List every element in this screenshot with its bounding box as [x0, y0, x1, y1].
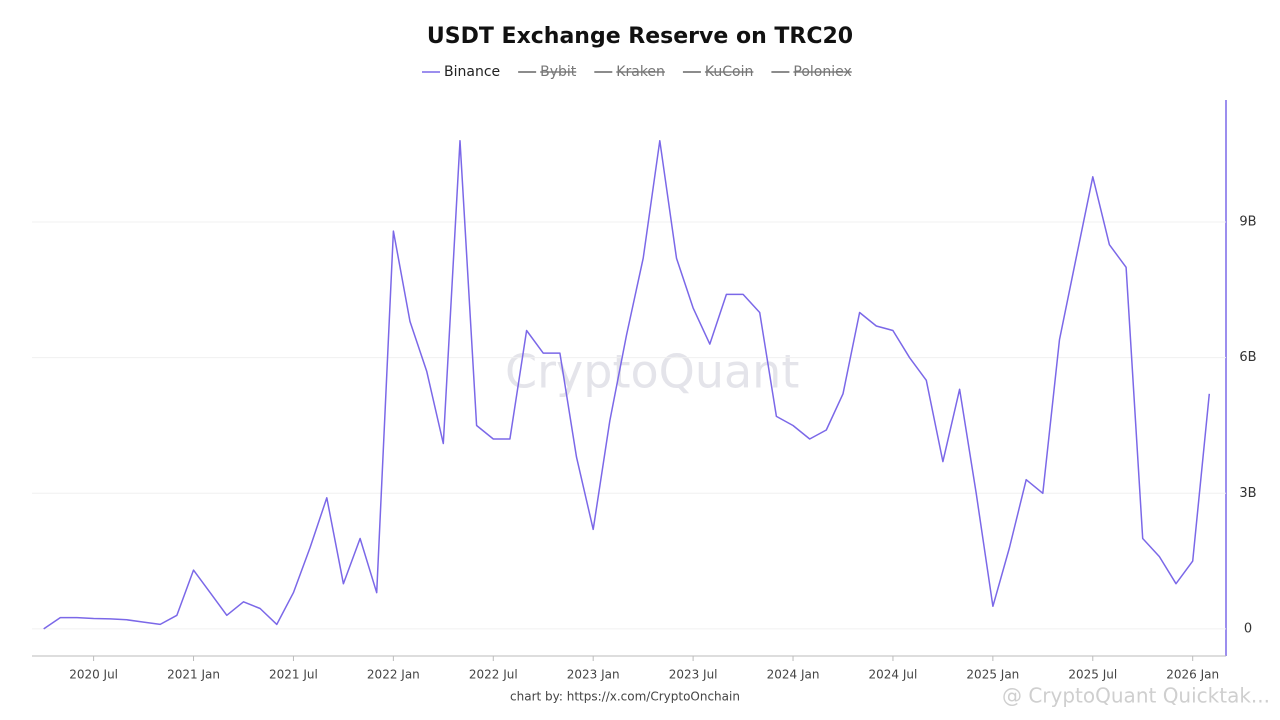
x-tick-label: 2020 Jul	[69, 668, 118, 682]
x-tick-label: 2025 Jan	[966, 668, 1019, 682]
y-tick-label: 3B	[1239, 486, 1256, 501]
legend-label[interactable]: Kraken	[616, 64, 665, 80]
legend-label[interactable]: Binance	[444, 64, 500, 80]
corner-watermark: @ CryptoQuant Quicktak...	[1002, 684, 1270, 708]
x-tick-label: 2022 Jul	[469, 668, 518, 682]
x-tick-label: 2024 Jul	[869, 668, 918, 682]
x-tick-label: 2022 Jan	[367, 668, 420, 682]
x-tick-label: 2023 Jul	[669, 668, 718, 682]
x-tick-label: 2023 Jan	[567, 668, 620, 682]
x-tick-label: 2026 Jan	[1166, 668, 1219, 682]
chart-title: USDT Exchange Reserve on TRC20	[427, 24, 853, 49]
y-tick-label: 9B	[1239, 215, 1256, 230]
y-tick-label: 0	[1244, 621, 1252, 636]
x-tick-label: 2025 Jul	[1068, 668, 1117, 682]
x-tick-label: 2021 Jul	[269, 668, 318, 682]
credit: chart by: https://x.com/CryptoOnchain	[510, 690, 740, 704]
legend-label[interactable]: Poloniex	[793, 64, 851, 80]
x-tick-label: 2021 Jan	[167, 668, 220, 682]
legend-label[interactable]: Bybit	[540, 64, 577, 80]
x-tick-label: 2024 Jan	[767, 668, 820, 682]
y-tick-label: 6B	[1239, 350, 1256, 365]
legend-label[interactable]: KuCoin	[705, 64, 753, 80]
series-line	[43, 139, 1211, 630]
